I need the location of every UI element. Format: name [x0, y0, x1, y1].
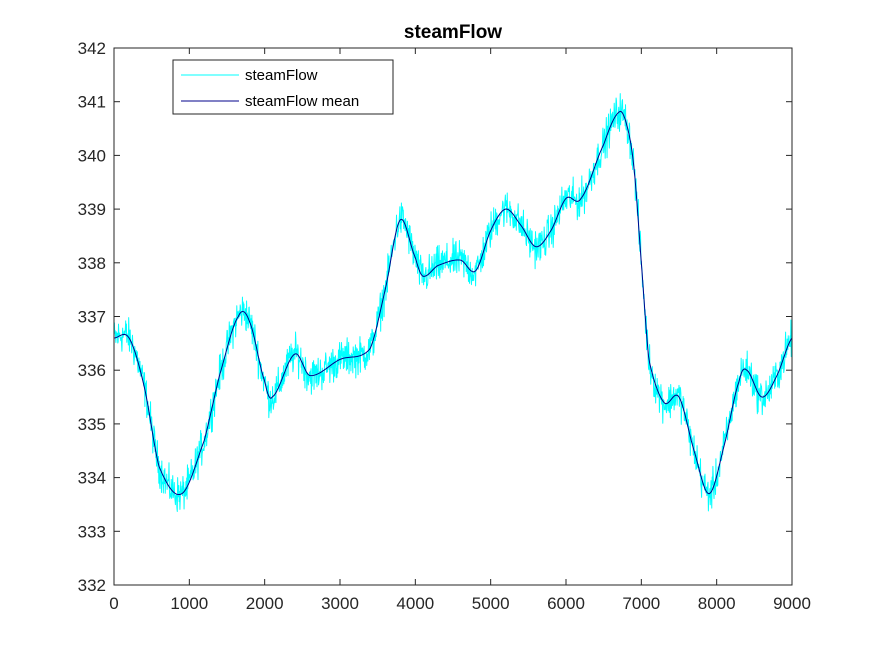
y-tick-label: 337 [78, 308, 106, 327]
chart-title: steamFlow [404, 22, 502, 43]
x-tick-label: 2000 [246, 594, 284, 613]
x-tick-label: 9000 [773, 594, 811, 613]
y-tick-label: 339 [78, 200, 106, 219]
legend-label-steamflow-mean: steamFlow mean [245, 93, 359, 110]
x-tick-label: 0 [109, 594, 118, 613]
y-tick-label: 341 [78, 93, 106, 112]
x-tick-label: 8000 [698, 594, 736, 613]
x-tick-label: 5000 [472, 594, 510, 613]
y-tick-label: 334 [78, 469, 106, 488]
plot-area [114, 48, 792, 585]
y-tick-label: 340 [78, 146, 106, 165]
y-tick-label: 338 [78, 254, 106, 273]
series-line-steamflow-mean [114, 110, 792, 496]
y-tick-label: 332 [78, 576, 106, 595]
y-tick-label: 335 [78, 415, 106, 434]
y-tick-label: 336 [78, 361, 106, 380]
ticks-layer: 0 1000 2000 3000 4000 5000 6000 7000 8000 9000 332… [78, 39, 811, 613]
x-tick-label: 4000 [396, 594, 434, 613]
series-layer [114, 93, 792, 512]
legend: steamFlow steamFlow mean [172, 59, 394, 115]
x-tick-label: 3000 [321, 594, 359, 613]
legend-box [172, 59, 394, 115]
x-tick-label: 7000 [622, 594, 660, 613]
x-tick-label: 6000 [547, 594, 585, 613]
x-tick-label: 1000 [170, 594, 208, 613]
series-line-steamflow [114, 93, 792, 512]
y-tick-label: 342 [78, 39, 106, 58]
legend-label-steamflow: steamFlow [245, 67, 318, 84]
y-tick-label: 333 [78, 522, 106, 541]
